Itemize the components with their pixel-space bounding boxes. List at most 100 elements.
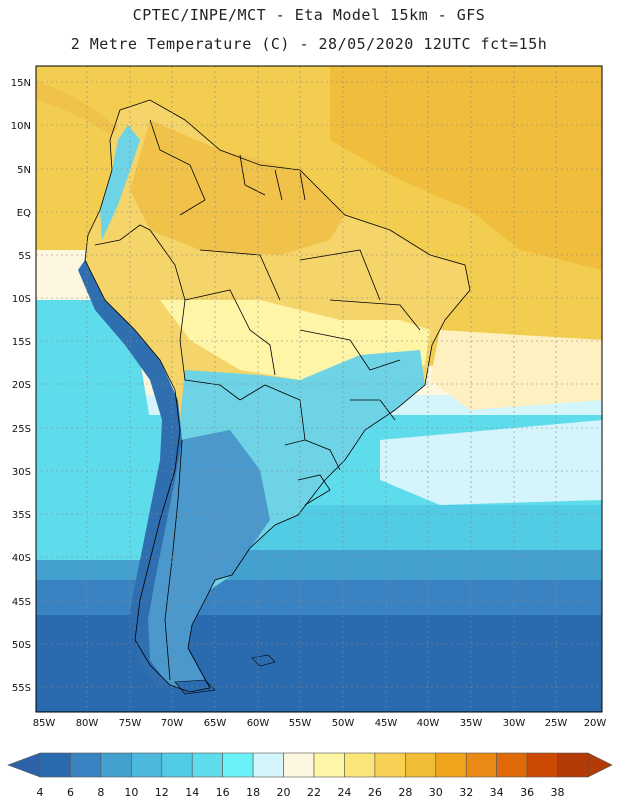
land-hot-north: [130, 120, 345, 255]
border-brazil-states-2: [299, 329, 401, 421]
land-cold-south: [140, 430, 270, 692]
colorbar-swatch: [435, 752, 467, 778]
lon-label: 85W: [33, 718, 56, 729]
colorbar-tick-label: 20: [277, 786, 291, 799]
lon-label: 20W: [584, 718, 607, 729]
lat-label: 15N: [11, 78, 31, 89]
map-subtitle: 2 Metre Temperature (C) - 28/05/2020 12U…: [70, 35, 548, 53]
lat-label: 50S: [12, 640, 31, 651]
colorbar-tick-label: 38: [551, 786, 565, 799]
lon-label: 55W: [289, 718, 312, 729]
lat-label: 35S: [12, 510, 31, 521]
colorbar-swatch: [374, 752, 406, 778]
ocean-cool-west: [36, 300, 150, 560]
border-venezuela-guyana: [239, 154, 266, 196]
lon-label: 50W: [332, 718, 355, 729]
colorbar-tick-label: 18: [246, 786, 260, 799]
gridlines: [36, 66, 602, 712]
colorbar-tick-label: 8: [97, 786, 104, 799]
colorbar-swatch: [161, 752, 193, 778]
andes-north-strip: [100, 125, 140, 240]
lon-label: 65W: [204, 718, 227, 729]
border-chile-argentina: [164, 439, 183, 681]
lat-label: EQ: [17, 208, 31, 219]
ocean-warm-north: [330, 66, 602, 270]
lon-label: 35W: [460, 718, 483, 729]
colorbar-swatch: [222, 752, 254, 778]
colorbar-swatch: [283, 752, 315, 778]
lon-label: 60W: [247, 718, 270, 729]
map-field: [36, 66, 602, 712]
colorbar-tick-label: 14: [185, 786, 199, 799]
lat-label: 40S: [12, 553, 31, 564]
colorbar-tick-label: 12: [155, 786, 169, 799]
border-argentina-brazil: [304, 439, 341, 471]
ocean-cream-southeast: [430, 330, 602, 410]
border-brazil-states-1: [199, 249, 421, 331]
colorbar-tick-label: 24: [337, 786, 351, 799]
border-colombia-venezuela: [149, 119, 206, 216]
colorbar-tick-label: 34: [490, 786, 504, 799]
border-peru-brazil: [149, 229, 186, 341]
colorbar-swatch: [100, 752, 132, 778]
lat-label: 45S: [12, 597, 31, 608]
colorbar-tick-label: 32: [459, 786, 473, 799]
lat-labels: 15N 10N 5N EQ 5S 10S 15S 20S 25S 30S 35S…: [11, 78, 31, 694]
lon-label: 30W: [503, 718, 526, 729]
colorbar-swatch: [70, 752, 102, 778]
central-america: [36, 80, 118, 135]
lat-label: 25S: [12, 424, 31, 435]
map-title: CPTEC/INPE/MCT - Eta Model 15km - GFS: [132, 6, 486, 24]
ocean-light-patch: [380, 420, 602, 505]
lon-label: 80W: [76, 718, 99, 729]
colorbar-tick-label: 6: [67, 786, 74, 799]
colorbar-swatch: [344, 752, 376, 778]
border-guianas: [274, 169, 306, 201]
colorbar-tick-label: 10: [124, 786, 138, 799]
andes-cold-strip: [78, 260, 182, 686]
lat-label: 20S: [12, 380, 31, 391]
colorbar-swatch: [405, 752, 437, 778]
colorbar-swatch: [191, 752, 223, 778]
colorbar-tick-label: 26: [368, 786, 382, 799]
colorbar-swatch: [496, 752, 528, 778]
colorbar-swatch: [557, 752, 589, 778]
map-frame: [35, 65, 603, 713]
lon-label: 70W: [161, 718, 184, 729]
border-uruguay: [297, 474, 331, 506]
lat-label: 5S: [18, 251, 31, 262]
colorbar: 4 6 8 10 12 14 16 18 20 22 24 26 28 30 32 34 36 38: [7, 752, 613, 799]
colorbar-swatch: [39, 752, 71, 778]
colorbar-swatch: [465, 752, 497, 778]
lat-label: 30S: [12, 467, 31, 478]
colorbar-swatch: [526, 752, 558, 778]
colorbar-tick-label: 36: [520, 786, 534, 799]
colorbar-tick-label: 16: [216, 786, 230, 799]
border-bolivia-chile: [179, 339, 241, 401]
lon-label: 75W: [119, 718, 142, 729]
lat-label: 5N: [17, 165, 31, 176]
border-paraguay: [239, 384, 306, 446]
colorbar-swatch: [313, 752, 345, 778]
lat-label: 55S: [12, 683, 31, 694]
border-brazil-bolivia: [184, 289, 276, 376]
colorbar-tick-label: 28: [398, 786, 412, 799]
colorbar-swatch: [131, 752, 163, 778]
ocean-band-cold: [36, 575, 602, 615]
coastline: [84, 99, 471, 693]
lon-label: 40W: [417, 718, 440, 729]
colorbar-tick-label: 4: [37, 786, 44, 799]
lat-label: 15S: [12, 337, 31, 348]
colorbar-left-arrow: [7, 752, 41, 778]
lon-label: 45W: [375, 718, 398, 729]
lat-label: 10N: [11, 121, 31, 132]
colorbar-swatch: [252, 752, 284, 778]
colorbar-tick-label: 30: [429, 786, 443, 799]
lon-label: 25W: [545, 718, 568, 729]
colorbar-right-arrow: [587, 752, 613, 778]
lat-label: 10S: [12, 294, 31, 305]
country-borders: [84, 99, 471, 693]
ocean-band-far-south: [36, 600, 602, 712]
lon-labels: 85W 80W 75W 70W 65W 60W 55W 50W 45W 40W …: [33, 718, 607, 729]
